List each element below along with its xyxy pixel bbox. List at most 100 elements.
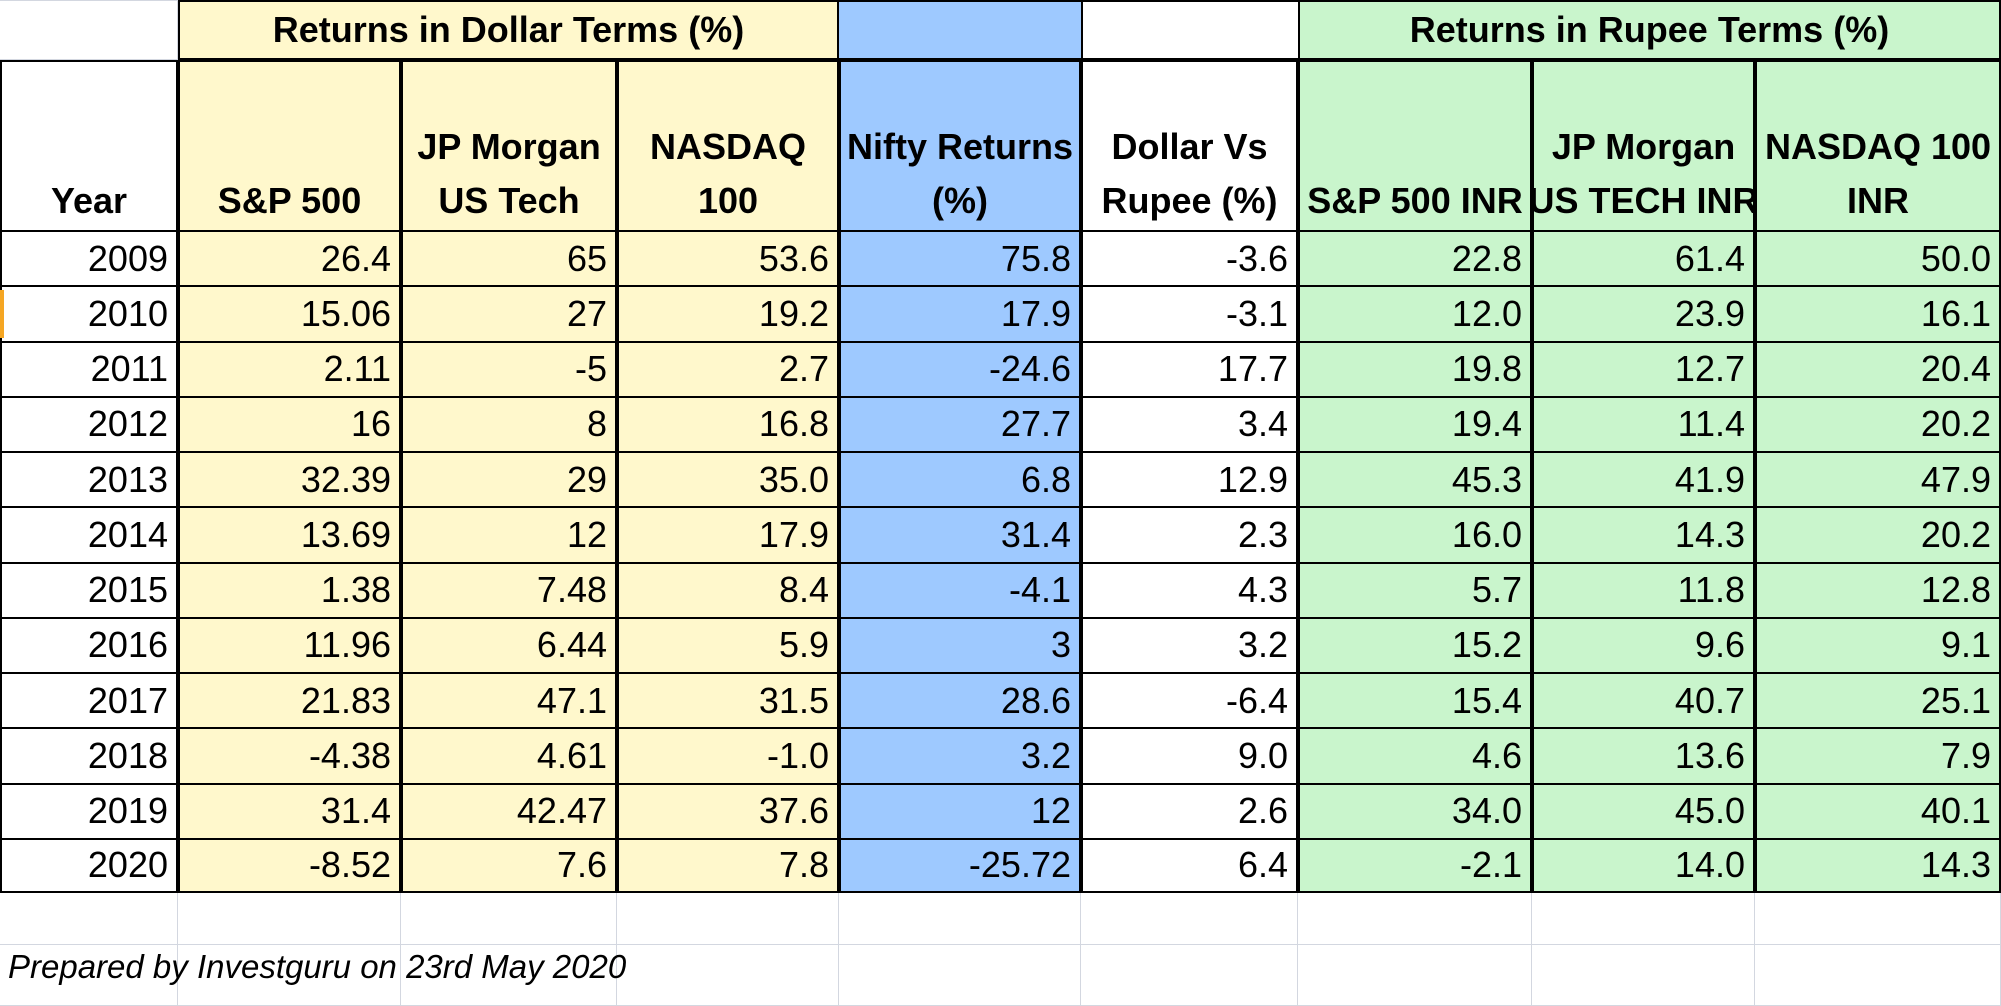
cell-jpmorgan-us-tech-inr[interactable]: 61.4 — [1532, 230, 1755, 286]
column-header-jpmorgan-us-tech[interactable]: JP Morgan US Tech — [401, 60, 617, 230]
cell-nasdaq-100-inr[interactable]: 40.1 — [1755, 782, 2001, 838]
cell-year[interactable]: 2018 — [0, 727, 178, 783]
empty-cell[interactable] — [839, 945, 1081, 1006]
group-header-nifty-blank[interactable] — [839, 0, 1081, 60]
cell-nasdaq-100[interactable]: 8.4 — [617, 561, 839, 617]
cell-jpmorgan-us-tech[interactable]: 7.6 — [401, 837, 617, 893]
cell-nasdaq-100-inr[interactable]: 7.9 — [1755, 727, 2001, 783]
cell-dollar-vs-rupee[interactable]: 2.6 — [1081, 782, 1298, 838]
column-header-nifty-returns[interactable]: Nifty Returns (%) — [839, 60, 1081, 230]
cell-nasdaq-100[interactable]: 53.6 — [617, 230, 839, 286]
cell-nasdaq-100-inr[interactable]: 12.8 — [1755, 561, 2001, 617]
cell-nasdaq-100[interactable]: 19.2 — [617, 285, 839, 341]
cell-nasdaq-100[interactable]: -1.0 — [617, 727, 839, 783]
cell-sp500-inr[interactable]: 5.7 — [1298, 561, 1532, 617]
group-header-dollar[interactable]: Returns in Dollar Terms (%) — [178, 0, 839, 60]
column-header-sp500[interactable]: S&P 500 — [178, 60, 401, 230]
cell-sp500-inr[interactable]: 4.6 — [1298, 727, 1532, 783]
cell-nifty-returns[interactable]: -24.6 — [839, 340, 1081, 396]
cell-sp500[interactable]: 32.39 — [178, 451, 401, 507]
cell-jpmorgan-us-tech[interactable]: 65 — [401, 230, 617, 286]
cell-jpmorgan-us-tech-inr[interactable]: 11.8 — [1532, 561, 1755, 617]
cell-dollar-vs-rupee[interactable]: 2.3 — [1081, 506, 1298, 562]
cell-nasdaq-100[interactable]: 2.7 — [617, 340, 839, 396]
cell-nifty-returns[interactable]: 12 — [839, 782, 1081, 838]
cell-nasdaq-100[interactable]: 5.9 — [617, 616, 839, 672]
cell-sp500-inr[interactable]: 16.0 — [1298, 506, 1532, 562]
cell-sp500[interactable]: 2.11 — [178, 340, 401, 396]
cell-sp500-inr[interactable]: 45.3 — [1298, 451, 1532, 507]
cell-dollar-vs-rupee[interactable]: 4.3 — [1081, 561, 1298, 617]
empty-cell[interactable] — [617, 893, 839, 945]
cell-nifty-returns[interactable]: -25.72 — [839, 837, 1081, 893]
empty-cell[interactable] — [1532, 893, 1755, 945]
cell-jpmorgan-us-tech-inr[interactable]: 23.9 — [1532, 285, 1755, 341]
cell-sp500[interactable]: 26.4 — [178, 230, 401, 286]
empty-cell[interactable] — [0, 893, 178, 945]
cell-nifty-returns[interactable]: 75.8 — [839, 230, 1081, 286]
cell-jpmorgan-us-tech-inr[interactable]: 40.7 — [1532, 672, 1755, 728]
cell-jpmorgan-us-tech[interactable]: 4.61 — [401, 727, 617, 783]
cell-nifty-returns[interactable]: -4.1 — [839, 561, 1081, 617]
cell-year[interactable]: 2019 — [0, 782, 178, 838]
cell-sp500[interactable]: 11.96 — [178, 616, 401, 672]
cell-jpmorgan-us-tech-inr[interactable]: 11.4 — [1532, 395, 1755, 451]
empty-cell[interactable] — [401, 893, 617, 945]
cell-nifty-returns[interactable]: 3 — [839, 616, 1081, 672]
cell-year[interactable]: 2009 — [0, 230, 178, 286]
cell-sp500-inr[interactable]: 12.0 — [1298, 285, 1532, 341]
empty-cell[interactable] — [839, 893, 1081, 945]
cell-jpmorgan-us-tech[interactable]: 42.47 — [401, 782, 617, 838]
cell-dollar-vs-rupee[interactable]: 17.7 — [1081, 340, 1298, 396]
group-header-rupee[interactable]: Returns in Rupee Terms (%) — [1298, 0, 2001, 60]
empty-cell[interactable] — [617, 945, 839, 1006]
column-header-nasdaq-100-inr[interactable]: NASDAQ 100 INR — [1755, 60, 2001, 230]
cell-nifty-returns[interactable]: 31.4 — [839, 506, 1081, 562]
cell-sp500-inr[interactable]: 15.2 — [1298, 616, 1532, 672]
cell-nasdaq-100[interactable]: 16.8 — [617, 395, 839, 451]
cell-jpmorgan-us-tech[interactable]: 8 — [401, 395, 617, 451]
cell-dollar-vs-rupee[interactable]: 3.2 — [1081, 616, 1298, 672]
group-header-dollar-rupee-blank[interactable] — [1081, 0, 1298, 60]
cell-sp500-inr[interactable]: 19.4 — [1298, 395, 1532, 451]
cell-jpmorgan-us-tech-inr[interactable]: 14.3 — [1532, 506, 1755, 562]
empty-cell[interactable] — [178, 945, 401, 1006]
column-header-dollar-vs-rupee[interactable]: Dollar Vs Rupee (%) — [1081, 60, 1298, 230]
cell-jpmorgan-us-tech[interactable]: 29 — [401, 451, 617, 507]
cell-nasdaq-100[interactable]: 37.6 — [617, 782, 839, 838]
empty-cell[interactable] — [1081, 945, 1298, 1006]
column-header-jpmorgan-us-tech-inr[interactable]: JP Morgan US TECH INR — [1532, 60, 1755, 230]
cell-dollar-vs-rupee[interactable]: -6.4 — [1081, 672, 1298, 728]
cell-year[interactable]: 2015 — [0, 561, 178, 617]
cell-nifty-returns[interactable]: 27.7 — [839, 395, 1081, 451]
cell-jpmorgan-us-tech[interactable]: 47.1 — [401, 672, 617, 728]
column-header-sp500-inr[interactable]: S&P 500 INR — [1298, 60, 1532, 230]
cell-nasdaq-100-inr[interactable]: 25.1 — [1755, 672, 2001, 728]
cell-jpmorgan-us-tech[interactable]: 12 — [401, 506, 617, 562]
cell-jpmorgan-us-tech-inr[interactable]: 12.7 — [1532, 340, 1755, 396]
empty-cell[interactable] — [1298, 893, 1532, 945]
cell-jpmorgan-us-tech[interactable]: 7.48 — [401, 561, 617, 617]
cell-nifty-returns[interactable]: 3.2 — [839, 727, 1081, 783]
cell-year[interactable]: 2012 — [0, 395, 178, 451]
column-header-year[interactable]: Year — [0, 60, 178, 230]
empty-cell[interactable] — [1755, 893, 2001, 945]
empty-cell[interactable] — [178, 893, 401, 945]
cell-dollar-vs-rupee[interactable]: 3.4 — [1081, 395, 1298, 451]
empty-cell[interactable] — [401, 945, 617, 1006]
cell-year[interactable]: 2017 — [0, 672, 178, 728]
cell-dollar-vs-rupee[interactable]: -3.6 — [1081, 230, 1298, 286]
empty-cell[interactable] — [0, 945, 178, 1006]
cell-year[interactable]: 2014 — [0, 506, 178, 562]
cell-year[interactable]: 2010 — [0, 285, 178, 341]
cell-sp500[interactable]: -8.52 — [178, 837, 401, 893]
cell-nifty-returns[interactable]: 6.8 — [839, 451, 1081, 507]
cell-nasdaq-100-inr[interactable]: 47.9 — [1755, 451, 2001, 507]
cell-jpmorgan-us-tech[interactable]: 27 — [401, 285, 617, 341]
cell-nasdaq-100-inr[interactable]: 20.2 — [1755, 506, 2001, 562]
cell-nasdaq-100-inr[interactable]: 20.4 — [1755, 340, 2001, 396]
empty-cell[interactable] — [1755, 945, 2001, 1006]
cell-nifty-returns[interactable]: 17.9 — [839, 285, 1081, 341]
cell-nasdaq-100-inr[interactable]: 20.2 — [1755, 395, 2001, 451]
cell-sp500[interactable]: 21.83 — [178, 672, 401, 728]
